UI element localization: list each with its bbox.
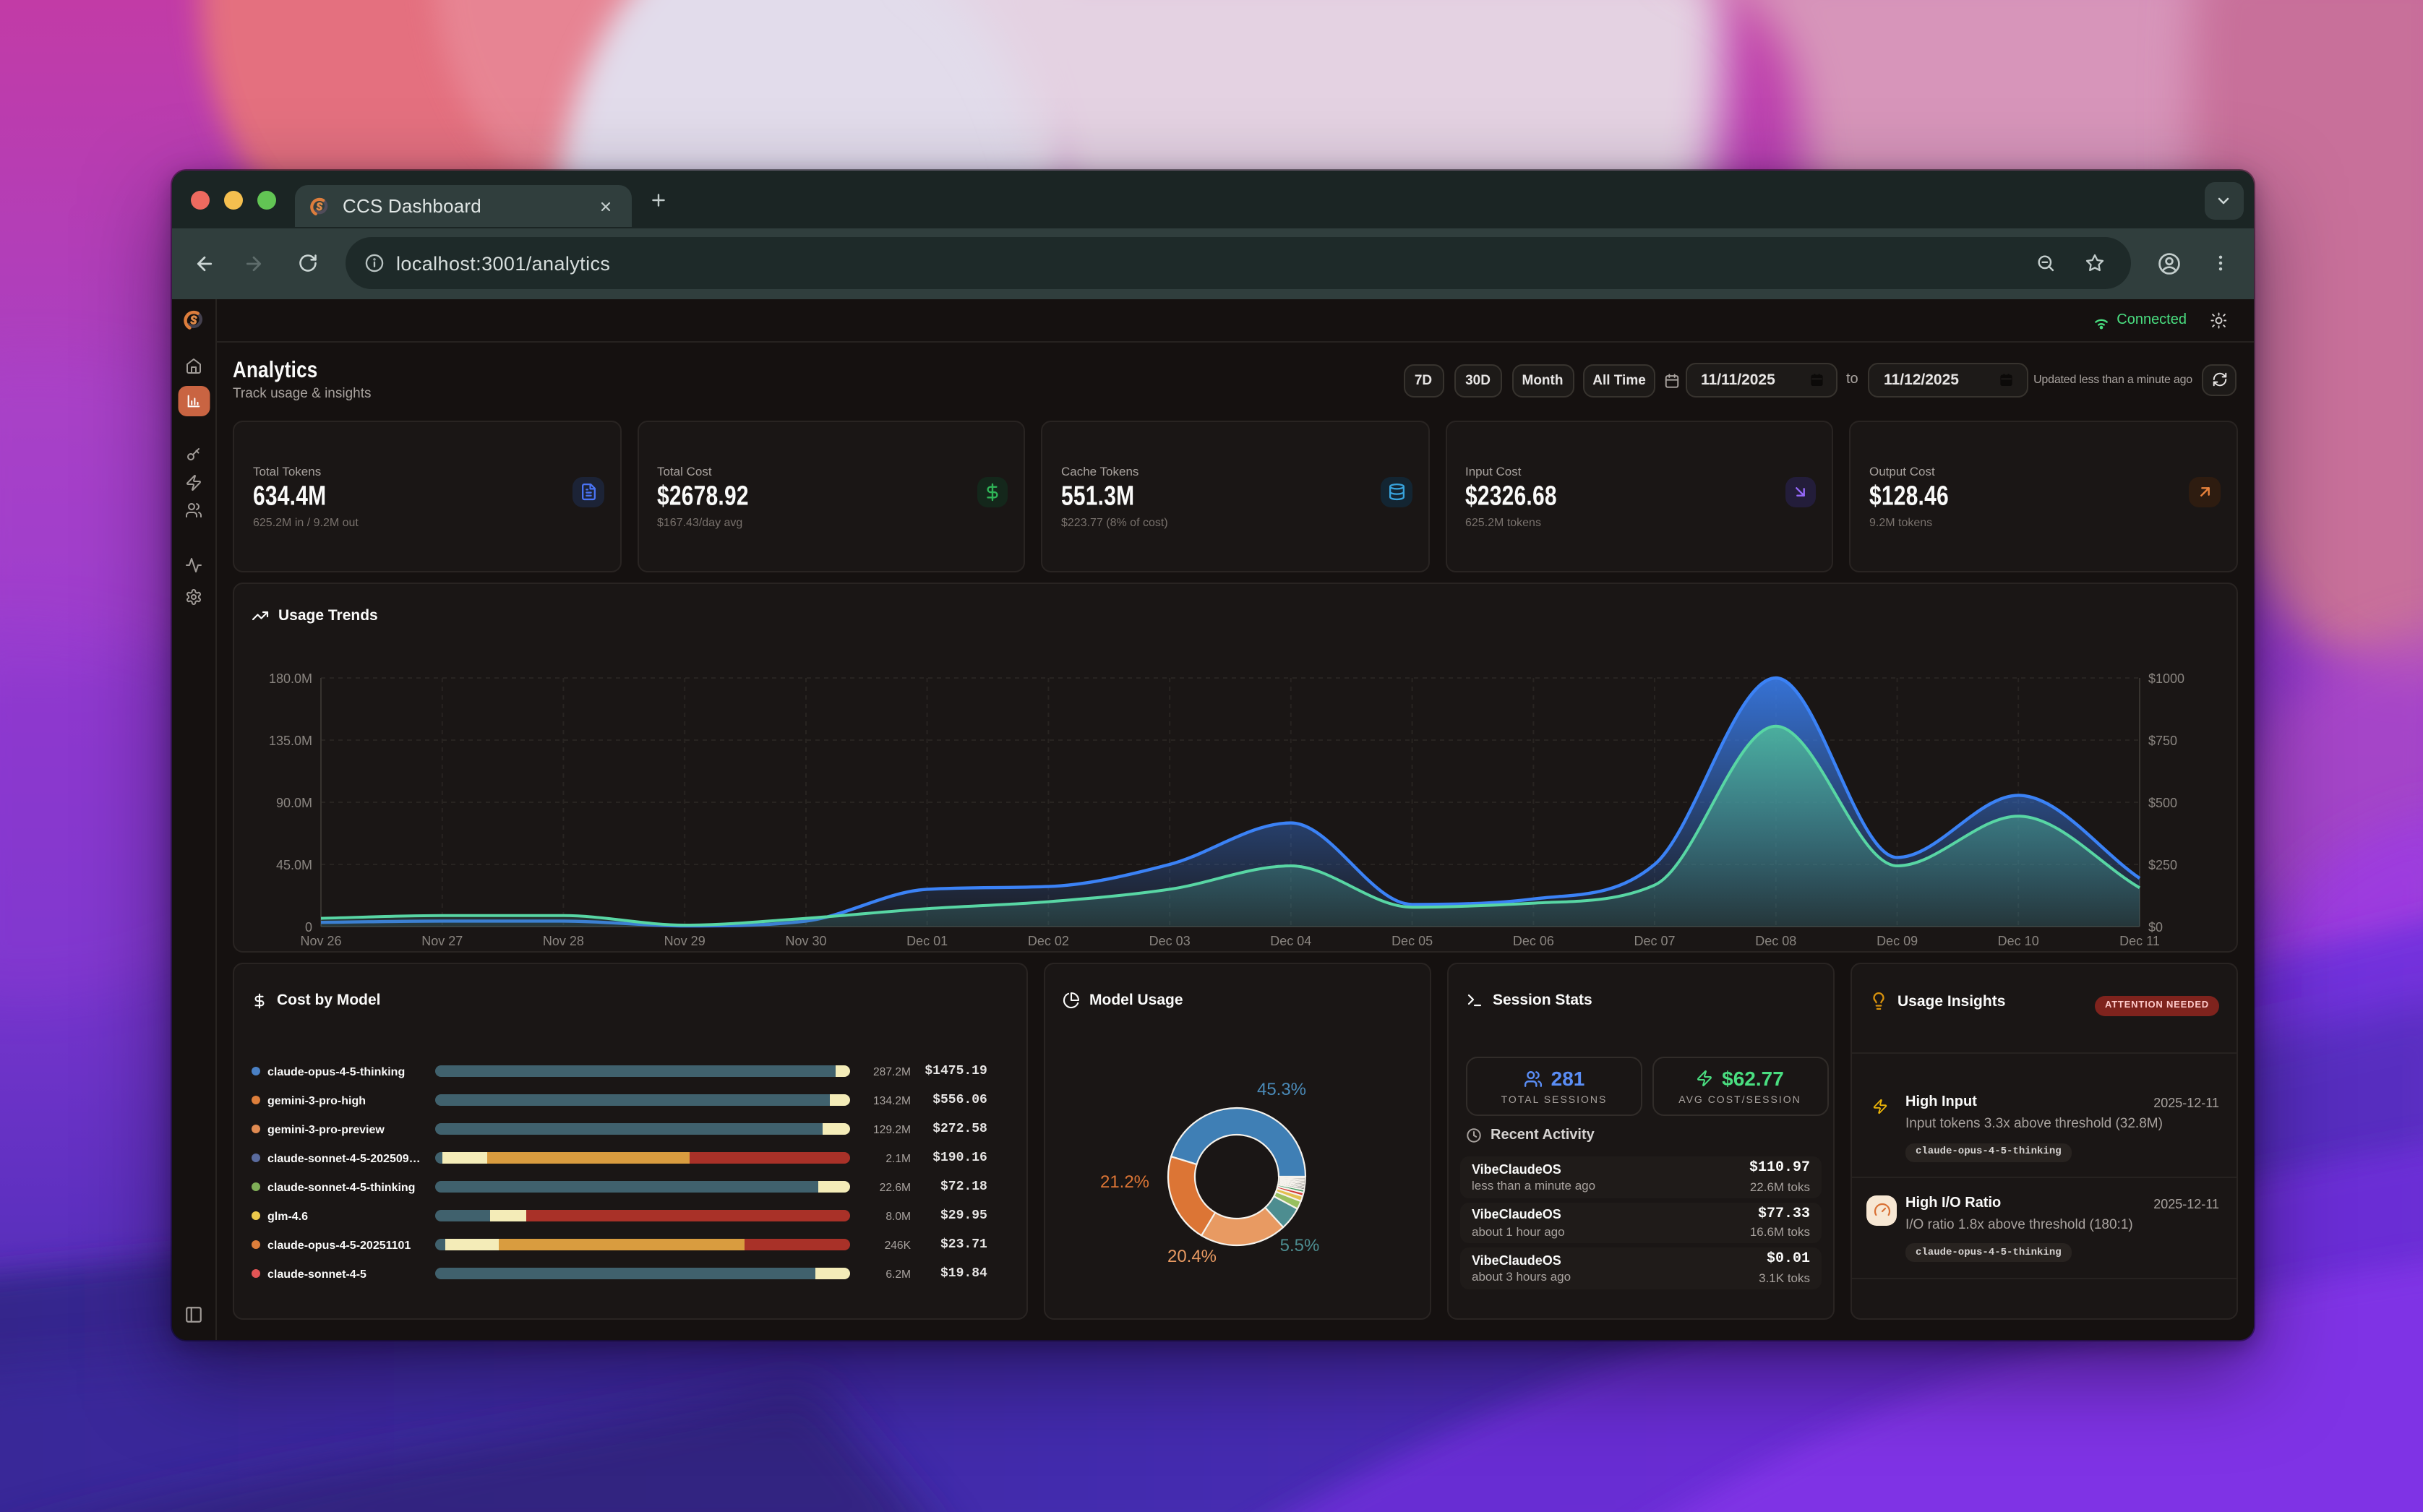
svg-text:135.0M: 135.0M: [269, 734, 312, 748]
svg-text:Nov 28: Nov 28: [543, 934, 584, 948]
svg-text:$500: $500: [2148, 796, 2177, 810]
svg-text:$750: $750: [2148, 734, 2177, 748]
svg-text:Nov 26: Nov 26: [300, 934, 341, 948]
svg-text:20.4%: 20.4%: [1167, 1247, 1217, 1266]
svg-text:5.5%: 5.5%: [1280, 1236, 1320, 1255]
svg-text:Dec 05: Dec 05: [1391, 934, 1433, 948]
svg-text:Dec 06: Dec 06: [1513, 934, 1554, 948]
svg-text:Nov 30: Nov 30: [785, 934, 826, 948]
svg-text:Dec 03: Dec 03: [1149, 934, 1191, 948]
svg-text:$0: $0: [2148, 920, 2163, 935]
svg-text:45.3%: 45.3%: [1257, 1080, 1306, 1099]
svg-text:Dec 11: Dec 11: [2119, 934, 2160, 948]
svg-text:0: 0: [305, 920, 312, 935]
svg-text:Nov 29: Nov 29: [664, 934, 706, 948]
svg-text:180.0M: 180.0M: [269, 671, 312, 686]
svg-text:Dec 02: Dec 02: [1028, 934, 1069, 948]
svg-text:21.2%: 21.2%: [1100, 1172, 1149, 1192]
svg-text:Dec 04: Dec 04: [1270, 934, 1311, 948]
svg-text:45.0M: 45.0M: [276, 858, 312, 872]
svg-text:$250: $250: [2148, 858, 2177, 872]
svg-text:Dec 10: Dec 10: [1998, 934, 2039, 948]
svg-text:90.0M: 90.0M: [276, 796, 312, 810]
svg-text:Dec 07: Dec 07: [1634, 934, 1675, 948]
svg-text:Dec 01: Dec 01: [906, 934, 948, 948]
svg-text:Nov 27: Nov 27: [421, 934, 463, 948]
svg-text:Dec 08: Dec 08: [1755, 934, 1796, 948]
svg-text:$1000: $1000: [2148, 671, 2184, 686]
svg-text:Dec 09: Dec 09: [1877, 934, 1918, 948]
